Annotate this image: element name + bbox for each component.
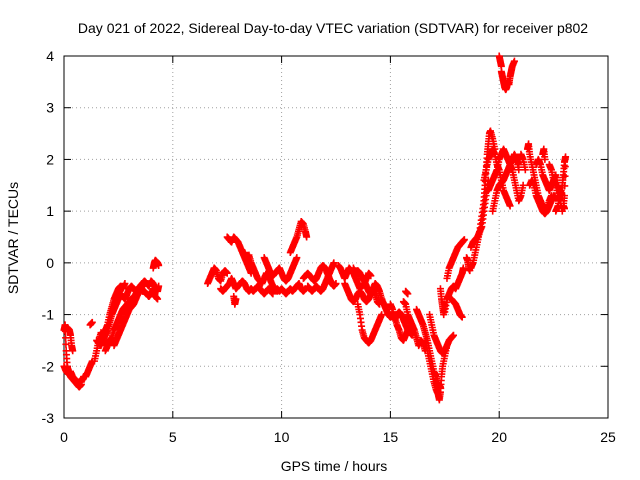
chart-title: Day 021 of 2022, Sidereal Day-to-day VTE… <box>78 20 588 36</box>
data-points <box>60 52 570 404</box>
data-point <box>121 280 129 288</box>
y-tick-label: 3 <box>46 100 54 116</box>
data-point <box>560 205 568 213</box>
data-point <box>69 347 77 355</box>
x-tick-label: 15 <box>383 429 399 445</box>
data-point <box>460 236 468 244</box>
data-point <box>450 331 458 339</box>
data-point <box>367 272 375 280</box>
y-tick-label: 2 <box>46 151 54 167</box>
data-point <box>269 290 277 298</box>
grid <box>64 56 608 418</box>
y-tick-label: 4 <box>46 48 54 64</box>
data-point <box>62 340 70 348</box>
data-point <box>155 282 163 290</box>
y-tick-label: 0 <box>46 255 54 271</box>
data-point <box>77 380 85 388</box>
x-tick-label: 10 <box>274 429 290 445</box>
y-tick-label: -2 <box>42 358 55 374</box>
data-point <box>562 153 570 161</box>
data-point <box>541 155 549 163</box>
data-point <box>561 172 569 180</box>
data-point <box>510 57 518 65</box>
data-point <box>330 259 338 267</box>
data-point <box>561 182 569 190</box>
x-axis-label: GPS time / hours <box>281 458 388 474</box>
data-point <box>458 313 466 321</box>
data-point <box>378 311 386 319</box>
y-tick-label: -1 <box>42 307 55 323</box>
x-tick-label: 20 <box>491 429 507 445</box>
y-tick-label: -3 <box>42 410 55 426</box>
x-tick-label: 5 <box>169 429 177 445</box>
y-axis: -3 -2 -1 0 1 2 3 4 <box>42 48 608 426</box>
data-point <box>506 202 514 210</box>
data-point <box>561 163 569 171</box>
y-axis-label: SDTVAR / TECUs <box>5 182 21 294</box>
plot-frame <box>63 55 609 419</box>
y-tick-label: 1 <box>46 203 54 219</box>
x-axis: 0 5 10 15 20 25 <box>60 56 616 445</box>
data-point <box>232 295 240 303</box>
data-point <box>404 290 412 298</box>
x-tick-label: 25 <box>600 429 616 445</box>
data-point <box>223 269 231 277</box>
data-point <box>519 181 527 189</box>
data-point <box>88 318 96 326</box>
data-point <box>154 295 162 303</box>
data-point <box>155 261 163 269</box>
x-tick-label: 0 <box>60 429 68 445</box>
data-point <box>303 233 311 241</box>
data-point <box>521 166 529 174</box>
data-point <box>293 254 301 262</box>
data-point <box>332 280 340 288</box>
